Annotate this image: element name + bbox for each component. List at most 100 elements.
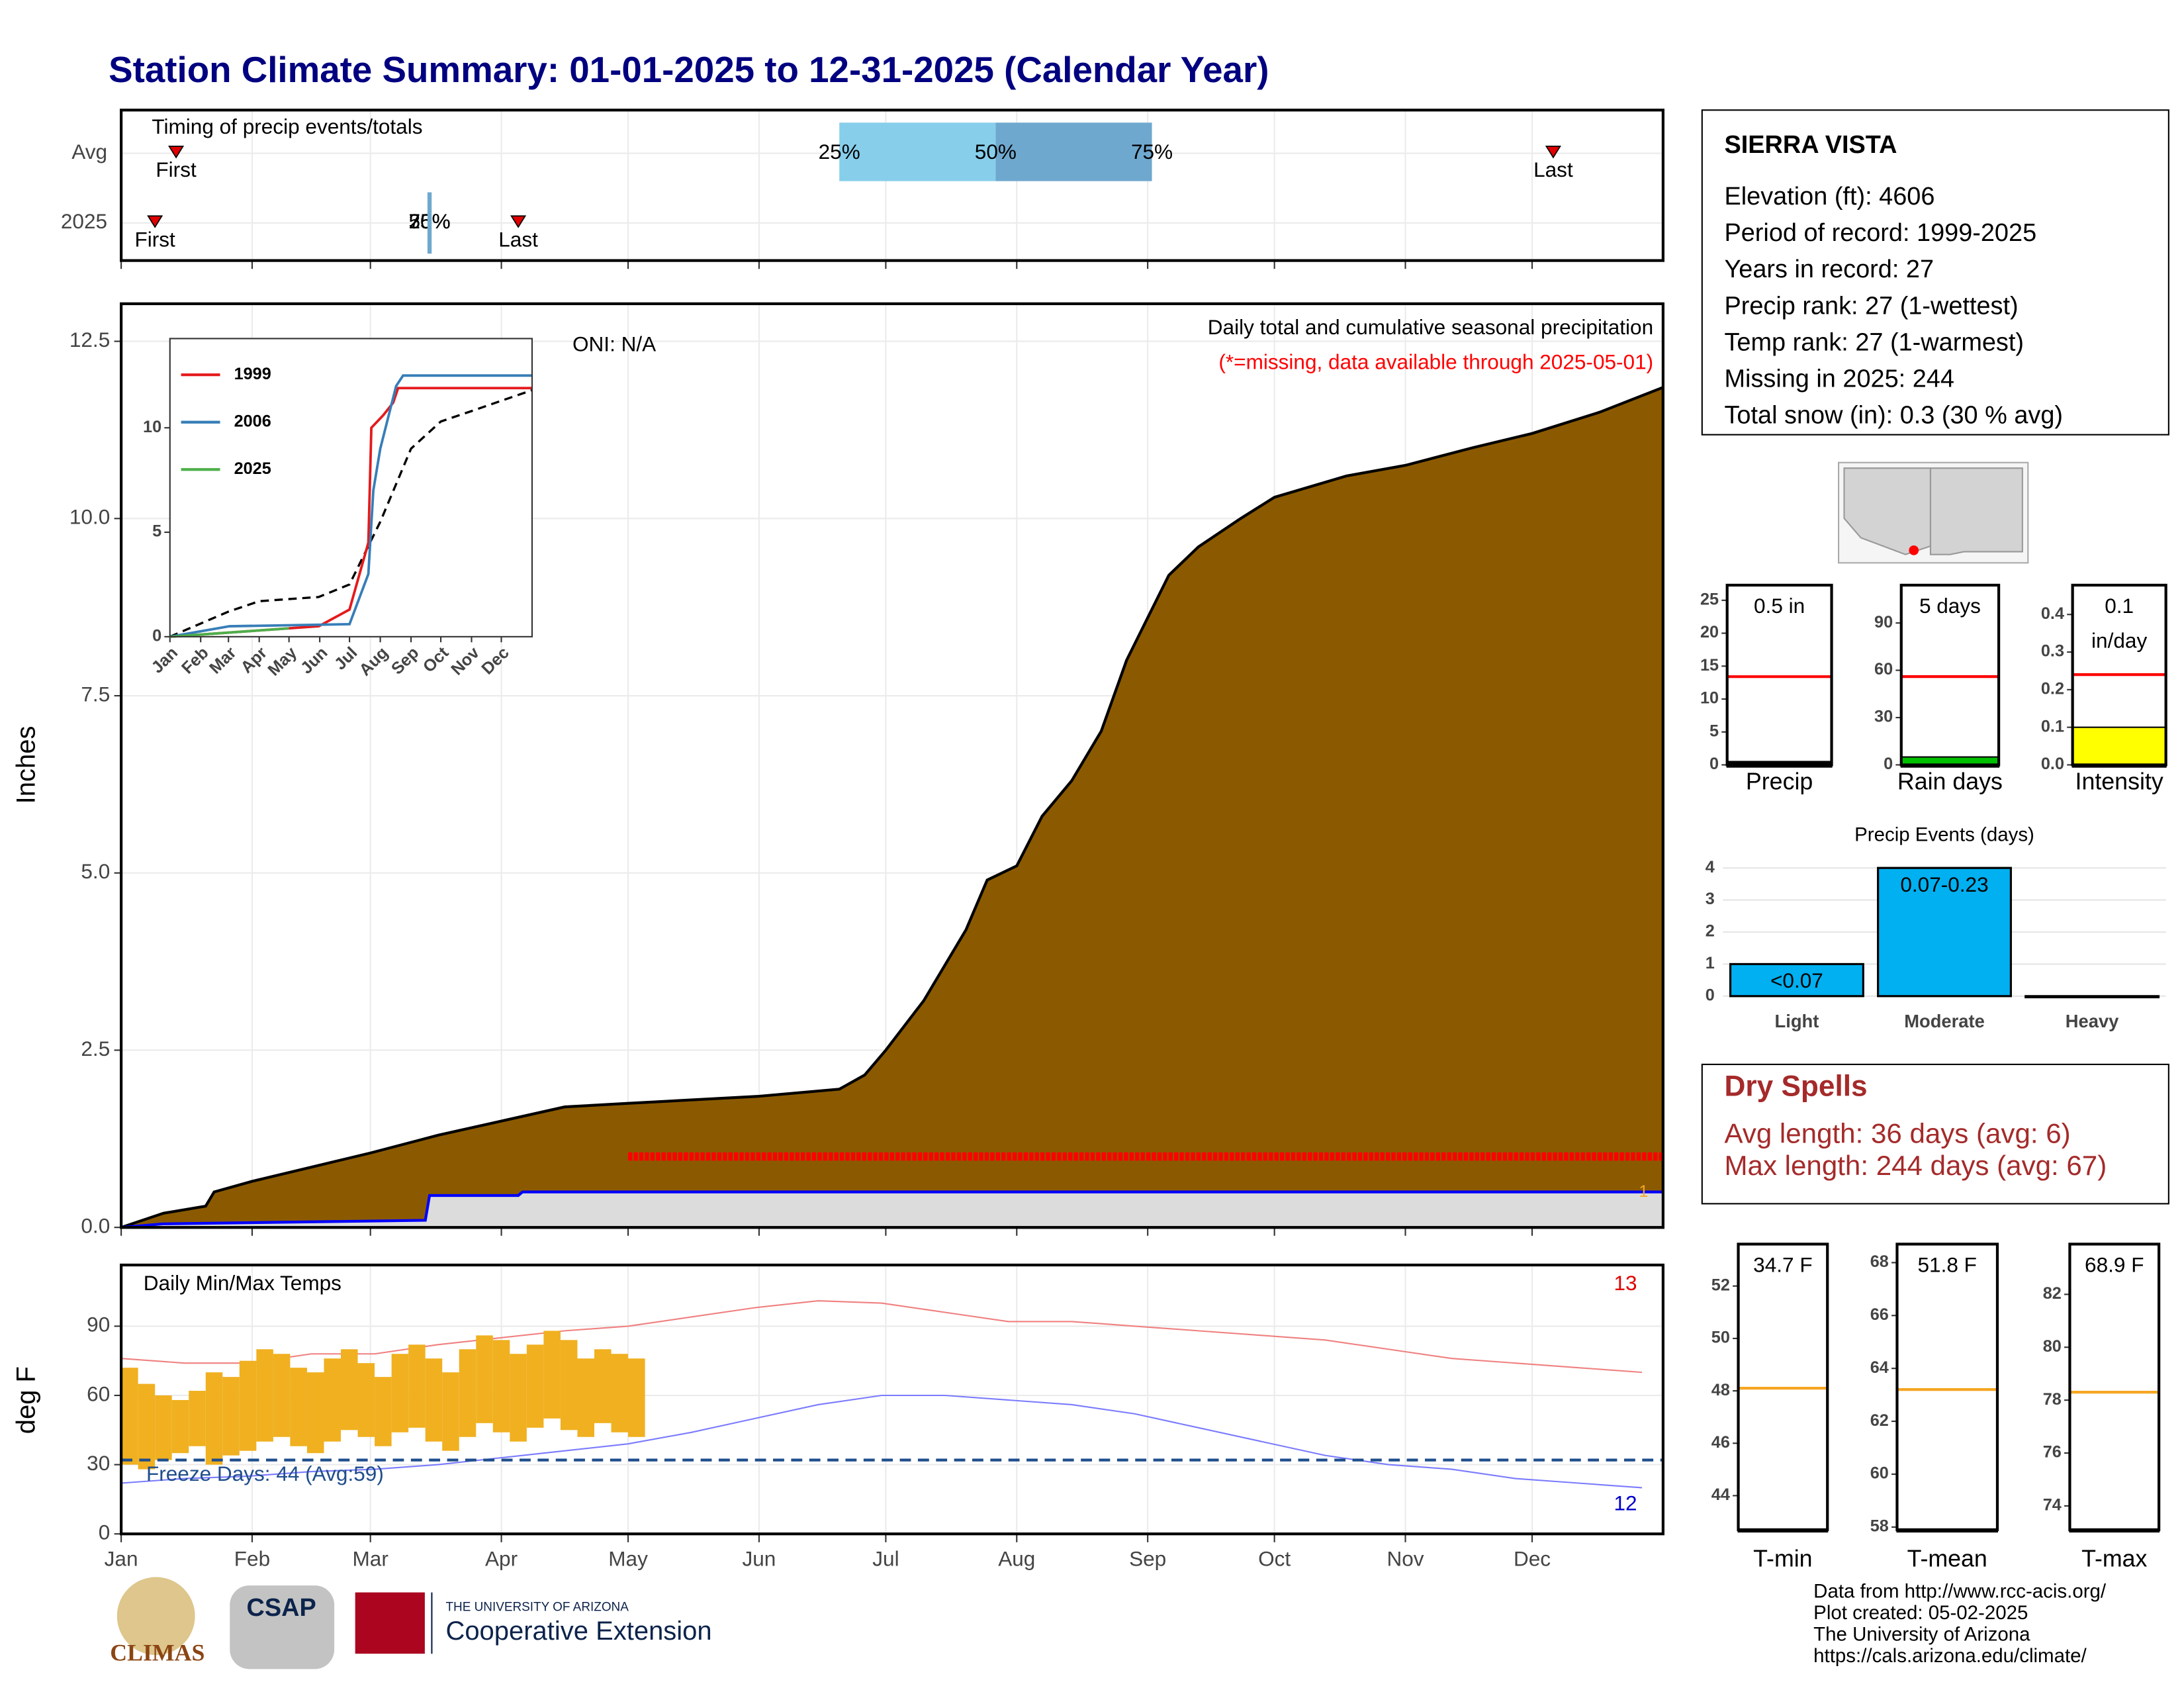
- temp-range-bar: [273, 1354, 291, 1437]
- y-tick-label: 4: [1706, 858, 1715, 876]
- y-tick-label: 0: [152, 627, 161, 645]
- temp-range-bar: [492, 1340, 510, 1432]
- annotation: Daily total and cumulative seasonal prec…: [1208, 315, 1653, 339]
- x-tick-label: Jul: [872, 1547, 899, 1571]
- percentile-band: [995, 122, 1152, 181]
- station-detail: Elevation (ft): 4606: [1724, 183, 1934, 211]
- map-station: [1909, 545, 1919, 555]
- y-tick-label: 30: [1874, 708, 1893, 726]
- gauge-label: T-max: [2081, 1546, 2147, 1572]
- series-line: [169, 374, 532, 638]
- panel-title: Precip Events (days): [1854, 824, 2034, 846]
- legend-label: 2006: [234, 412, 271, 430]
- panel-frame: [119, 302, 1664, 1229]
- current-line: [120, 1190, 1663, 1229]
- gauge-frame: [1737, 1243, 1829, 1531]
- y-tick-label: 78: [2043, 1390, 2062, 1409]
- freeze-label: Freeze Days: 44 (Avg:59): [146, 1462, 384, 1485]
- temp-range-bar: [526, 1344, 544, 1428]
- temp-range-bar: [375, 1377, 392, 1446]
- y-tick-label: 3: [1706, 890, 1715, 908]
- x-tick-label: Feb: [234, 1547, 270, 1571]
- y-tick-label: 60: [1874, 660, 1893, 679]
- temp-range-bar: [324, 1358, 341, 1442]
- gauge-label: Rain days: [1897, 768, 2003, 794]
- bar-value-label: 0.07-0.23: [1900, 872, 1988, 896]
- dry-spells-detail: Avg length: 36 days (avg: 6): [1724, 1117, 2070, 1149]
- temp-range-bar: [222, 1377, 240, 1456]
- temp-range-bar: [459, 1349, 477, 1437]
- x-tick-label: Aug: [998, 1547, 1035, 1571]
- y-tick-label: 0.0: [81, 1214, 110, 1238]
- chart-title: Station Climate Summary: 01-01-2025 to 1…: [109, 49, 1269, 90]
- x-tick-label: Jan: [105, 1547, 138, 1571]
- count-label: 12: [1614, 1491, 1637, 1515]
- y-tick-label: 76: [2043, 1443, 2062, 1462]
- y-tick-label: 68: [1870, 1252, 1889, 1271]
- legend-label: 2025: [234, 459, 271, 478]
- y-tick-label: 0: [1706, 986, 1715, 1004]
- y-tick-label: 48: [1711, 1381, 1730, 1399]
- y-tick-label: 66: [1870, 1305, 1889, 1324]
- temp-range-bar: [189, 1391, 206, 1446]
- station-detail: Years in record: 27: [1724, 256, 1934, 283]
- y-tick-label: 0: [1709, 755, 1719, 773]
- y-tick-label: 80: [2043, 1337, 2062, 1356]
- locator-map: [1838, 461, 2029, 564]
- gauge-frame: [1895, 1243, 1999, 1531]
- x-tick-label: Sep: [1129, 1547, 1166, 1571]
- gauge-frame: [1899, 583, 2001, 767]
- panel-frame: [119, 1263, 1664, 1536]
- station-detail: Temp rank: 27 (1-warmest): [1724, 328, 2024, 356]
- series-line: [169, 627, 289, 638]
- y-tick-label: 0.3: [2041, 642, 2064, 661]
- temp-range-bar: [290, 1368, 307, 1446]
- y-tick-label: 20: [1700, 623, 1719, 641]
- logos: [116, 1577, 433, 1669]
- event-label: First: [134, 227, 175, 251]
- temp-range-bar: [256, 1349, 273, 1442]
- x-tick-label: Mar: [353, 1547, 388, 1571]
- annotation: ONI: N/A: [572, 332, 656, 355]
- y-tick-label: 62: [1870, 1411, 1889, 1430]
- y-tick-label: 50: [1711, 1329, 1730, 1347]
- temp-range-bar: [510, 1354, 527, 1442]
- y-tick-label: 2: [1706, 922, 1715, 941]
- y-tick-label: 15: [1700, 656, 1719, 675]
- gauge-value-label: in/day: [2091, 629, 2147, 653]
- annotation: (*=missing, data available through 2025-…: [1218, 350, 1653, 374]
- gauge-label: T-min: [1753, 1546, 1812, 1572]
- gauge-value-label: 0.5 in: [1754, 594, 1805, 618]
- temp-range-bar: [476, 1335, 493, 1423]
- event-marker: [147, 215, 163, 228]
- temp-range-bar: [306, 1372, 324, 1454]
- event-label: Last: [498, 227, 538, 251]
- y-tick-label: 60: [87, 1382, 110, 1405]
- panel-label: Daily Min/Max Temps: [144, 1271, 341, 1295]
- temp-range-bar: [171, 1399, 189, 1454]
- temp-range-bar: [205, 1372, 223, 1465]
- station-name: SIERRA VISTA: [1724, 131, 1897, 159]
- y-tick-label: 90: [1874, 613, 1893, 632]
- gauge-frame: [2071, 583, 2167, 767]
- event-marker: [168, 146, 185, 159]
- temp-range-bar: [611, 1354, 629, 1432]
- x-tick-label: Oct: [1258, 1547, 1291, 1571]
- gauge-value-label: 51.8 F: [1918, 1252, 1977, 1276]
- bar: [2025, 995, 2160, 999]
- event-marker: [510, 215, 527, 228]
- y-tick-label: 10: [1700, 689, 1719, 708]
- info-box: [1701, 109, 2169, 436]
- logo-shape: [355, 1592, 425, 1654]
- y-axis-label: Inches: [12, 726, 41, 804]
- info-box: [1701, 1063, 2169, 1205]
- y-tick-label: 2.5: [81, 1037, 110, 1060]
- temp-range-bar: [543, 1331, 561, 1419]
- percentile-band: [839, 122, 996, 181]
- x-tick-label: Nov: [1387, 1547, 1424, 1571]
- temp-range-bar: [425, 1358, 443, 1442]
- y-tick-label: 5: [1709, 722, 1719, 740]
- gauge-frame: [1725, 583, 1833, 767]
- inset-frame: [169, 338, 533, 637]
